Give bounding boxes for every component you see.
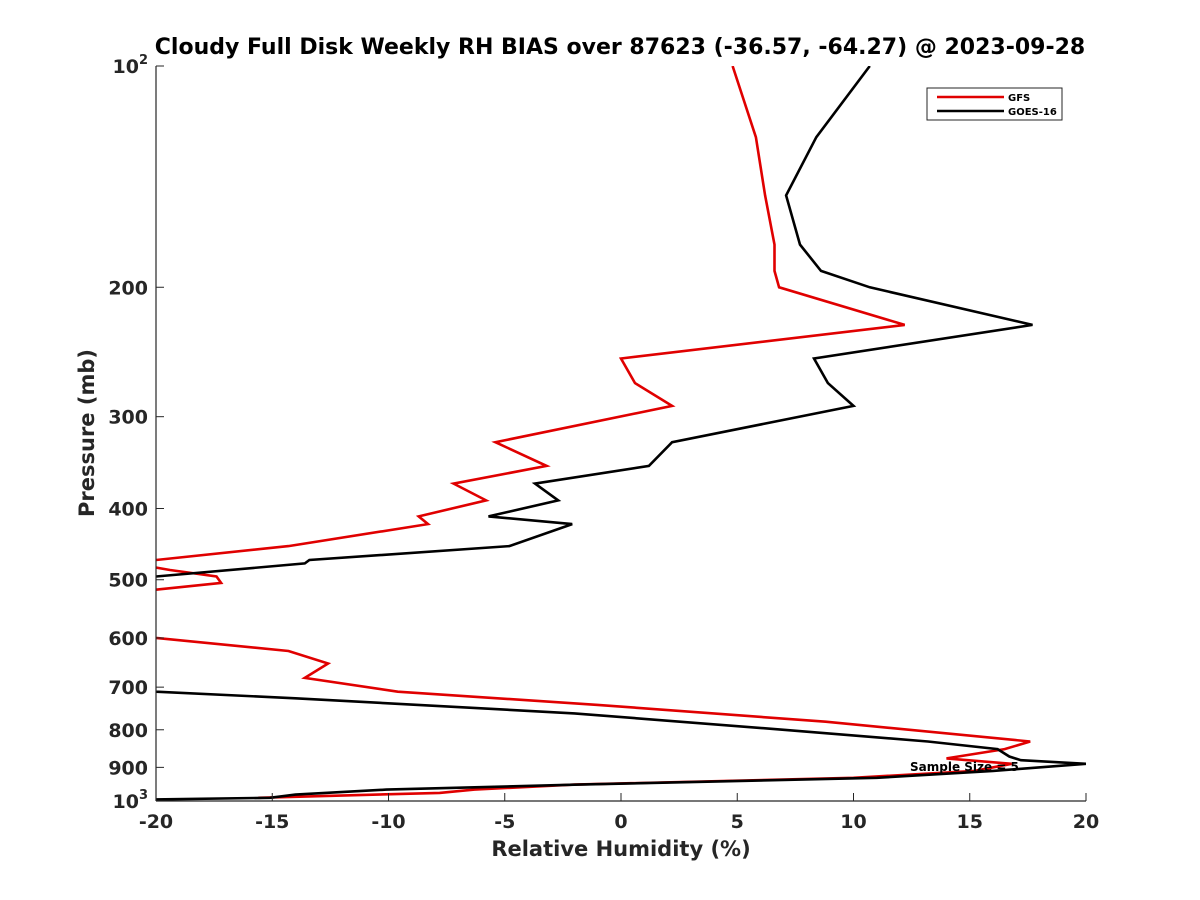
y-tick-label: 700 [108,677,148,699]
x-tick-label: -20 [139,811,173,833]
y-tick-label: 200 [108,277,148,299]
legend-label-gfs: GFS [1008,93,1030,104]
x-tick-label: 20 [1073,811,1099,833]
y-tick-label: 600 [108,628,148,650]
y-ticks: 102 200 300 400 500 600 700 800 900 103 [108,53,164,813]
series-line-gfs [156,66,1031,800]
sample-size-annotation: Sample Size = 5 [910,760,1019,774]
x-tick-label: -10 [371,811,405,833]
legend: GFS GOES-16 [926,87,1063,121]
y-tick-label: 103 [113,788,149,813]
y-axis-title: Pressure (mb) [75,349,99,517]
x-tick-label: 15 [957,811,983,833]
legend-label-goes16: GOES-16 [1008,107,1057,118]
series-line-goes-16 [156,66,1086,801]
x-tick-label: -5 [494,811,515,833]
x-tick-label: 10 [840,811,866,833]
chart-title: Cloudy Full Disk Weekly RH BIAS over 876… [155,35,1085,60]
series-layer [156,66,1086,801]
x-tick-label: -15 [255,811,289,833]
y-tick-label: 900 [108,757,148,779]
x-axis-title: Relative Humidity (%) [491,837,750,861]
y-tick-label: 800 [108,720,148,742]
y-tick-label: 102 [113,53,149,78]
y-tick-label: 300 [108,407,148,429]
x-ticks: -20 -15 -10 -5 0 5 10 15 20 [139,793,1099,833]
x-tick-label: 0 [614,811,627,833]
legend-box [926,87,1063,121]
y-tick-label: 500 [108,570,148,592]
x-tick-label: 5 [731,811,744,833]
y-tick-label: 400 [108,499,148,521]
